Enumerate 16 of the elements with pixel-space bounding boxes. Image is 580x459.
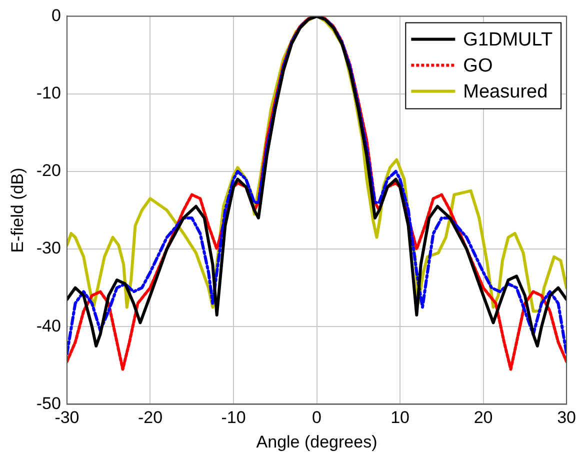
y-tick-label: 0 <box>52 6 61 25</box>
x-tick-label: 20 <box>474 408 493 428</box>
legend-label: Measured <box>463 81 548 102</box>
x-tick-label: -10 <box>221 408 246 428</box>
legend-label: G1DMULT <box>463 29 553 50</box>
x-tick-label: 10 <box>390 408 410 428</box>
y-axis-title: E-field (dB) <box>8 168 27 253</box>
y-tick-label: -10 <box>36 83 61 102</box>
x-tick-label: -20 <box>138 408 163 428</box>
x-axis-title: Angle (degrees) <box>256 432 378 452</box>
y-tick-label: -30 <box>36 238 61 258</box>
x-tick-label: 30 <box>557 408 576 428</box>
x-tick-label: 0 <box>312 408 322 428</box>
legend-label: GO <box>463 55 493 76</box>
y-tick-label: -20 <box>36 161 61 180</box>
y-tick-label: -40 <box>36 316 61 336</box>
